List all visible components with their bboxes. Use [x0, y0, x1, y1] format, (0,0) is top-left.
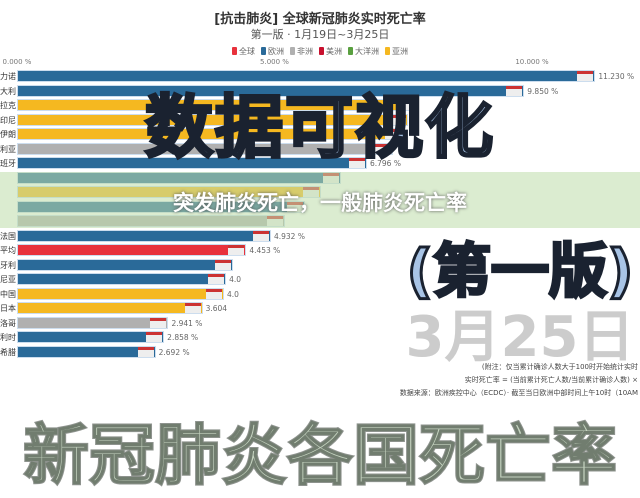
edition-overlay: (第一版): [405, 236, 635, 307]
legend-label: 欧洲: [268, 47, 284, 56]
flag-icon: [390, 114, 407, 125]
legend-swatch: [232, 47, 237, 55]
legend-item: 非洲: [290, 46, 313, 57]
watermark-overlay: 新冠肺炎各国死亡率: [22, 416, 618, 495]
legend-item: 全球: [232, 46, 255, 57]
flag-icon: [215, 259, 232, 270]
chart-title: [抗击肺炎] 全球新冠肺炎实时死亡率: [214, 12, 426, 27]
legend-swatch: [319, 47, 324, 55]
flag-icon: [385, 129, 402, 139]
bar: [17, 70, 596, 82]
banner-strip: [0, 172, 640, 228]
legend-item: 大洋洲: [348, 46, 379, 57]
note-line: 数据来源：欧洲疾控中心（ECDC）· 截至当日欧洲中部时间上午10时（10AM: [399, 389, 638, 397]
legend-label: 全球: [239, 47, 255, 56]
value-label: 2.692 %: [158, 347, 190, 357]
row-label: 日本: [0, 304, 16, 313]
flag-icon: [137, 346, 154, 357]
legend-label: 美洲: [326, 47, 342, 56]
row-label: 印尼: [0, 115, 16, 125]
banner-text: 突发肺炎死亡，一般肺炎死亡率: [173, 191, 467, 215]
legend-item: 欧洲: [261, 46, 284, 57]
bar: [17, 113, 409, 126]
x-tick-label: 10.000 %: [515, 58, 549, 66]
flag-icon: [228, 245, 245, 255]
bar: [17, 229, 271, 242]
flag-icon: [395, 100, 412, 110]
row-label: 伊朗: [0, 130, 16, 139]
flag-icon: [208, 274, 225, 284]
flag-icon: [348, 158, 365, 168]
row-label: 中国: [0, 289, 16, 299]
value-label: 2.941 %: [171, 318, 203, 328]
legend-swatch: [348, 47, 353, 55]
legend-label: 大洋洲: [355, 47, 379, 56]
legend-label: 亚洲: [392, 47, 408, 56]
bar: [17, 302, 203, 314]
x-tick-label: 0.000 %: [2, 58, 32, 66]
bar: [17, 84, 525, 97]
date-label: 3月25日: [405, 305, 635, 370]
legend-swatch: [290, 47, 295, 55]
legend-item: 美洲: [319, 46, 342, 57]
bar: [17, 331, 165, 343]
value-label: 2.858 %: [167, 333, 199, 342]
bar: [17, 258, 234, 271]
flag-icon: [252, 230, 269, 241]
row-label: 利时: [0, 333, 16, 342]
bar: [17, 316, 169, 329]
flag-icon: [146, 332, 163, 342]
row-label: 班牙: [0, 159, 16, 168]
row-label: 牙利: [0, 260, 16, 270]
flag-icon: [374, 143, 391, 154]
bar: [17, 345, 156, 358]
bar: [17, 157, 367, 169]
row-label: 希腊: [0, 347, 16, 357]
bar: [17, 142, 393, 155]
legend: 全球 欧洲 非洲 美洲 大洋洲 亚洲: [0, 46, 640, 57]
x-tick-label: 5.000 %: [260, 58, 289, 66]
flag-icon: [184, 303, 201, 313]
row-label: 洛哥: [0, 318, 16, 328]
note-line: 实时死亡率 = (当前累计死亡人数/当前累计确诊人数) ×: [464, 376, 638, 384]
value-label: 3.604: [205, 304, 228, 313]
value-label: 4.932 %: [273, 231, 305, 241]
bar: [17, 273, 227, 285]
value-label: 11.230 %: [598, 72, 635, 81]
flag-icon: [506, 85, 523, 96]
row-label: 利亚: [0, 144, 16, 154]
row-label: 力诺: [0, 72, 16, 81]
note-line: (附注：仅当累计确诊人数大于100时开始统计实时: [481, 363, 638, 371]
headline-overlay: 数据可视化: [143, 88, 495, 170]
legend-swatch: [261, 47, 266, 55]
row-label: 法国: [0, 231, 16, 241]
bar: [17, 99, 414, 111]
legend-label: 非洲: [297, 47, 313, 56]
bar: [17, 128, 404, 140]
bar: [17, 287, 225, 300]
flag-icon: [577, 71, 594, 81]
legend-item: 亚洲: [385, 46, 408, 57]
row-label: 尼亚: [0, 275, 16, 284]
bar: [17, 244, 247, 256]
value-label: 6.796 %: [369, 159, 401, 168]
flag-icon: [206, 288, 223, 299]
value-label: 9.850 %: [527, 86, 559, 96]
chart-subtitle: 第一版 · 1月19日~3月25日: [250, 28, 390, 41]
row-label: 大利: [0, 86, 16, 96]
flag-icon: [150, 317, 167, 328]
legend-swatch: [385, 47, 390, 55]
row-label: 拉克: [0, 101, 16, 110]
row-label: 平均: [0, 246, 16, 255]
value-label: 4.0: [229, 275, 242, 284]
value-label: 4.453 %: [249, 246, 281, 255]
value-label: 4.0: [227, 289, 239, 299]
